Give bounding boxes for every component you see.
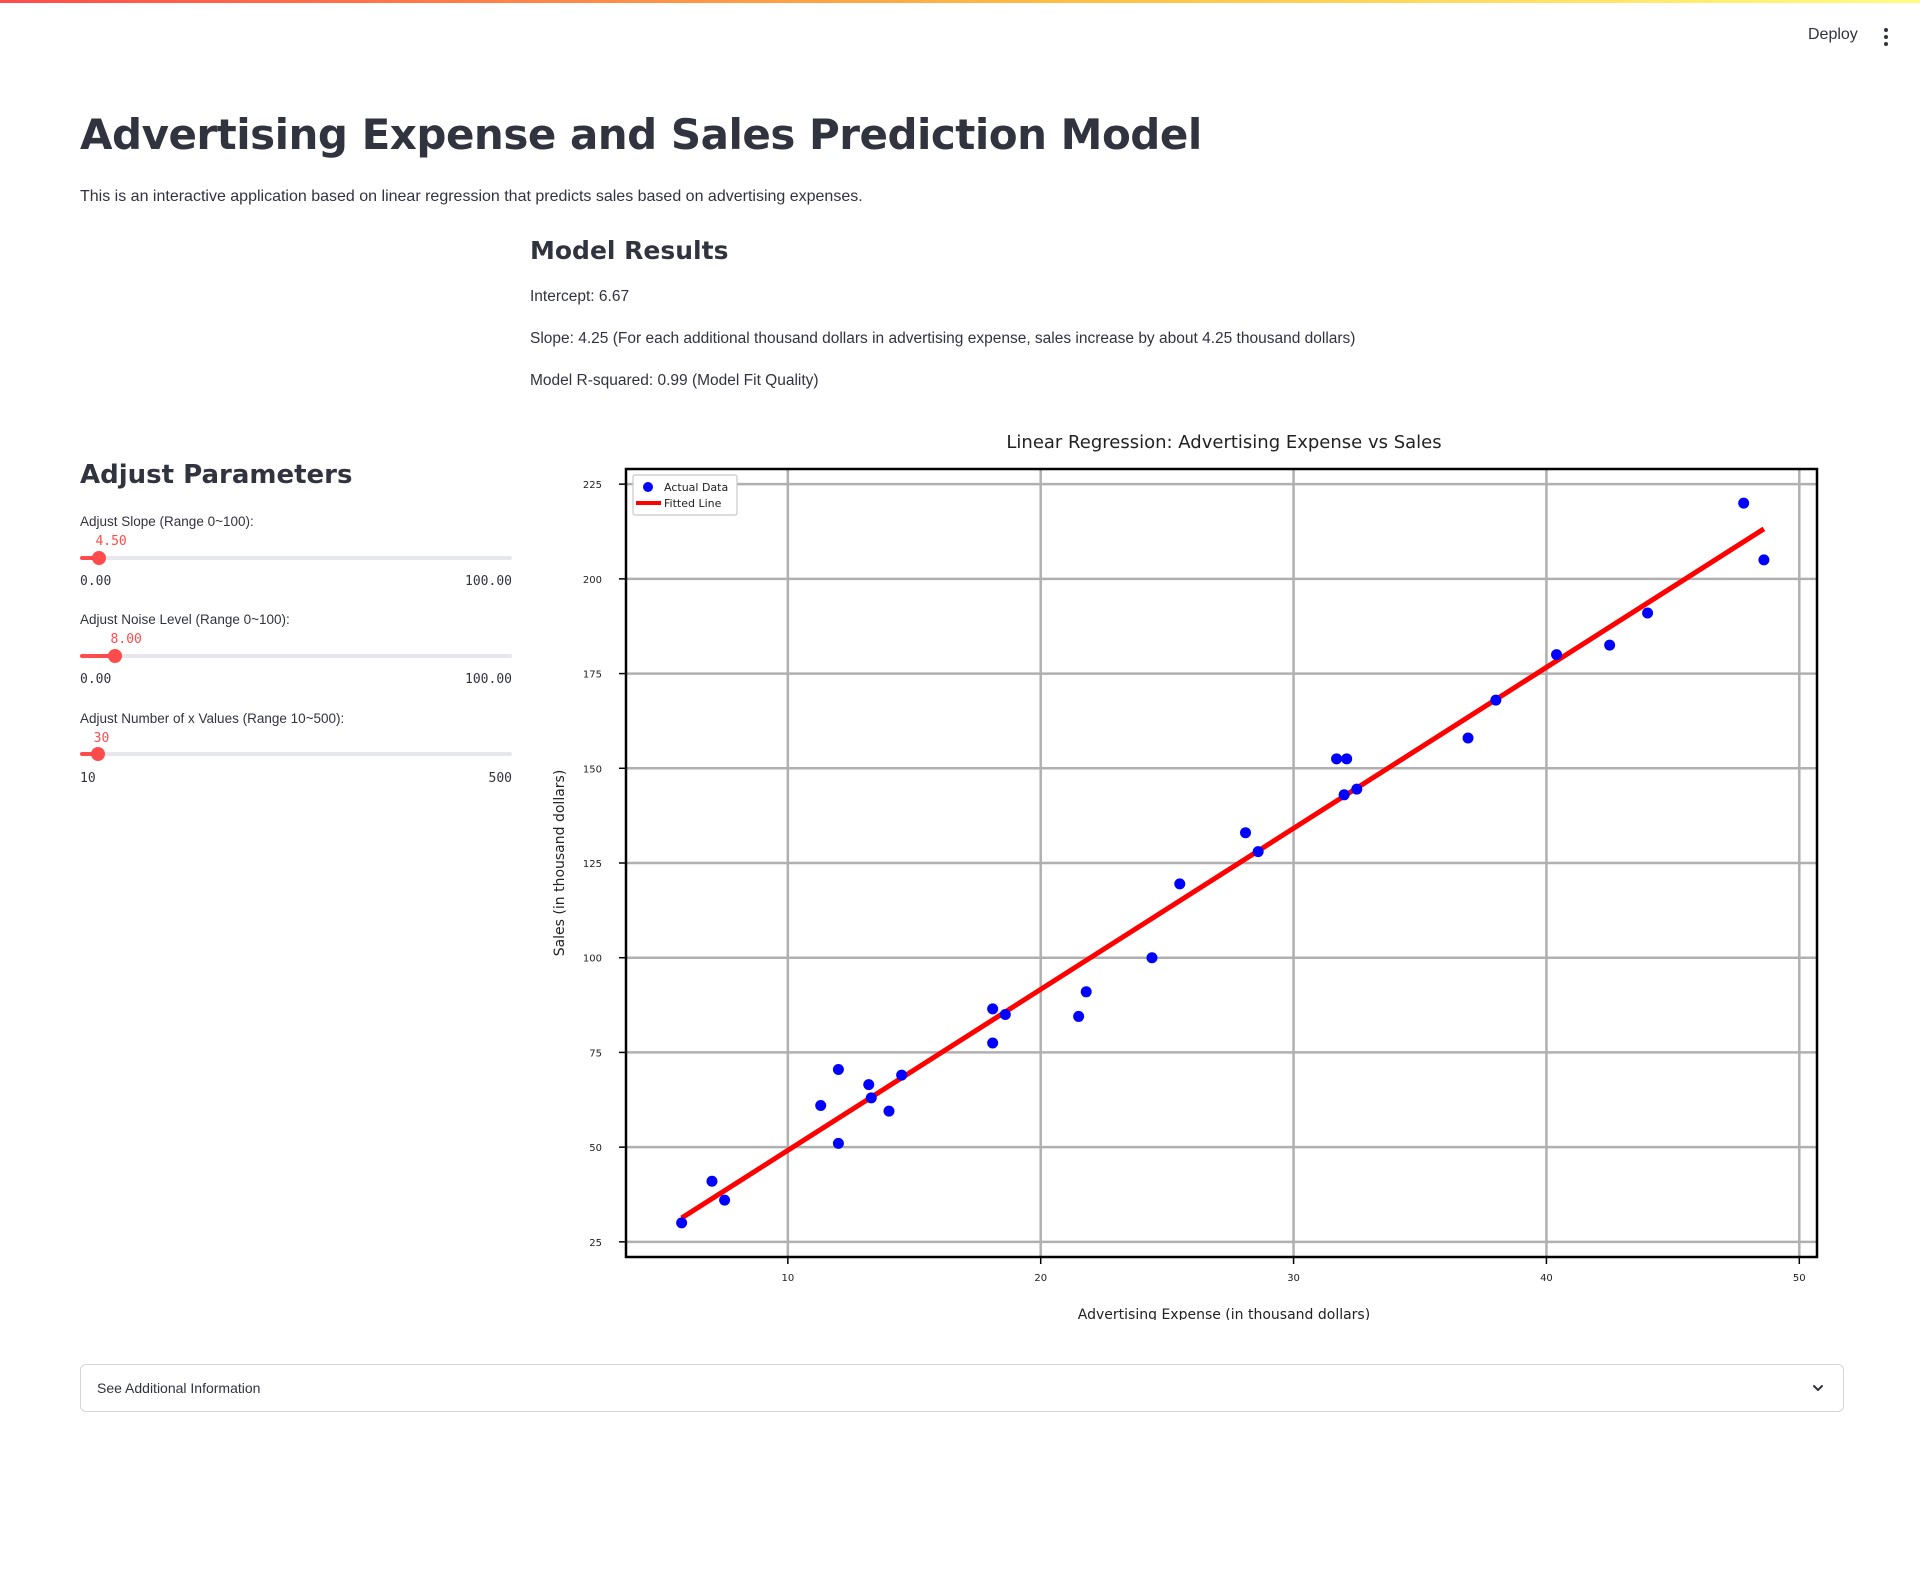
y-axis-label: Sales (in thousand dollars) (552, 770, 568, 957)
intercept-text: Intercept: 6.67 (530, 288, 630, 305)
data-point (883, 1105, 895, 1117)
data-point (815, 1099, 827, 1111)
data-point (1240, 827, 1252, 839)
data-point (1351, 783, 1363, 795)
slope-slider[interactable] (80, 551, 512, 565)
data-point (1462, 732, 1474, 744)
noise-slider-fill (80, 654, 115, 658)
data-point (1073, 1010, 1085, 1022)
data-point (1551, 649, 1563, 661)
data-point (1331, 753, 1343, 765)
y-tick-label: 150 (583, 764, 602, 775)
data-point (1490, 694, 1502, 706)
data-point (1642, 607, 1654, 619)
intro-text: This is an interactive application based… (80, 188, 863, 205)
slope-slider-fill (80, 556, 100, 560)
data-point (1146, 952, 1158, 964)
y-tick-label: 25 (589, 1238, 602, 1249)
x-count-slider-min: 10 (80, 771, 96, 786)
x-axis-label: Advertising Expense (in thousand dollars… (1078, 1307, 1370, 1320)
y-tick-label: 75 (589, 1048, 602, 1059)
y-tick-label: 100 (583, 954, 602, 965)
x-tick-label: 40 (1540, 1273, 1553, 1284)
chart-grid (626, 469, 1817, 1257)
noise-slider-thumb[interactable] (107, 649, 122, 663)
top-decoration-bar (0, 0, 1920, 3)
deploy-button[interactable]: Deploy (1808, 26, 1858, 43)
data-point (832, 1137, 844, 1149)
slope-slider-thumb[interactable] (92, 551, 107, 565)
regression-chart: Linear Regression: Advertising Expense v… (552, 432, 1819, 1320)
data-point (832, 1063, 844, 1075)
legend-marker-actual (643, 482, 653, 492)
x-count-slider-label: Adjust Number of x Values (Range 10~500)… (80, 711, 345, 726)
slope-slider-label: Adjust Slope (Range 0~100): (80, 514, 254, 529)
slope-slider-min: 0.00 (80, 574, 112, 589)
data-point (719, 1194, 731, 1206)
additional-info-expander[interactable]: See Additional Information (80, 1364, 1844, 1412)
data-point (865, 1092, 877, 1104)
data-point (1252, 846, 1264, 858)
model-results-heading: Model Results (530, 236, 729, 265)
data-point (896, 1069, 908, 1081)
noise-slider[interactable] (80, 649, 512, 663)
x-tick-label: 20 (1034, 1273, 1047, 1284)
chart-ticks: 10 20 30 40 50 25 50 75 100 125 150 175 200 225 (583, 480, 1806, 1284)
legend-label-actual: Actual Data (664, 481, 728, 494)
data-point (1338, 789, 1350, 801)
adjust-parameters-heading: Adjust Parameters (80, 460, 353, 490)
x-count-slider[interactable] (80, 747, 512, 761)
x-tick-label: 30 (1287, 1273, 1300, 1284)
noise-slider-min: 0.00 (80, 672, 112, 687)
data-point (1341, 753, 1353, 765)
r-squared-text: Model R-squared: 0.99 (Model Fit Quality… (530, 372, 819, 389)
legend-label-fitted: Fitted Line (664, 497, 722, 510)
y-tick-label: 125 (583, 859, 602, 870)
data-point (987, 1003, 999, 1015)
y-tick-label: 175 (583, 670, 602, 681)
more-vertical-icon[interactable] (1880, 26, 1892, 48)
chevron-down-icon[interactable] (1811, 1381, 1825, 1395)
data-point (1080, 986, 1092, 998)
data-point (706, 1175, 718, 1187)
data-point (987, 1037, 999, 1049)
scatter-points-layer (676, 497, 1770, 1229)
slope-text: Slope: 4.25 (For each additional thousan… (530, 330, 1356, 347)
slope-slider-max: 100.00 (465, 574, 512, 589)
chart-title: Linear Regression: Advertising Expense v… (1006, 432, 1441, 453)
noise-slider-value: 8.00 (110, 632, 142, 647)
expander-label: See Additional Information (97, 1380, 261, 1396)
data-point (676, 1217, 688, 1229)
data-point (1174, 878, 1186, 890)
plot-frame (624, 467, 1819, 1259)
data-point (863, 1079, 875, 1091)
y-tick-label: 200 (583, 575, 602, 586)
x-count-slider-thumb[interactable] (90, 747, 105, 761)
x-count-slider-max: 500 (488, 771, 512, 786)
x-tick-label: 50 (1793, 1273, 1806, 1284)
data-point (1604, 639, 1616, 651)
x-count-slider-value: 30 (93, 731, 110, 746)
fitted-line (680, 526, 1766, 1221)
data-point (999, 1009, 1011, 1021)
slope-slider-value: 4.50 (95, 534, 127, 549)
page-title: Advertising Expense and Sales Prediction… (80, 110, 1202, 159)
y-tick-label: 50 (589, 1143, 602, 1154)
noise-slider-label: Adjust Noise Level (Range 0~100): (80, 612, 290, 627)
y-tick-label: 225 (583, 480, 602, 491)
fitted-line-layer (680, 526, 1766, 1221)
x-count-slider-fill (80, 752, 98, 756)
data-point (1758, 554, 1770, 566)
noise-slider-max: 100.00 (465, 672, 512, 687)
data-point (1738, 497, 1750, 509)
chart-legend: Actual Data Fitted Line (632, 474, 738, 516)
x-tick-label: 10 (781, 1273, 794, 1284)
